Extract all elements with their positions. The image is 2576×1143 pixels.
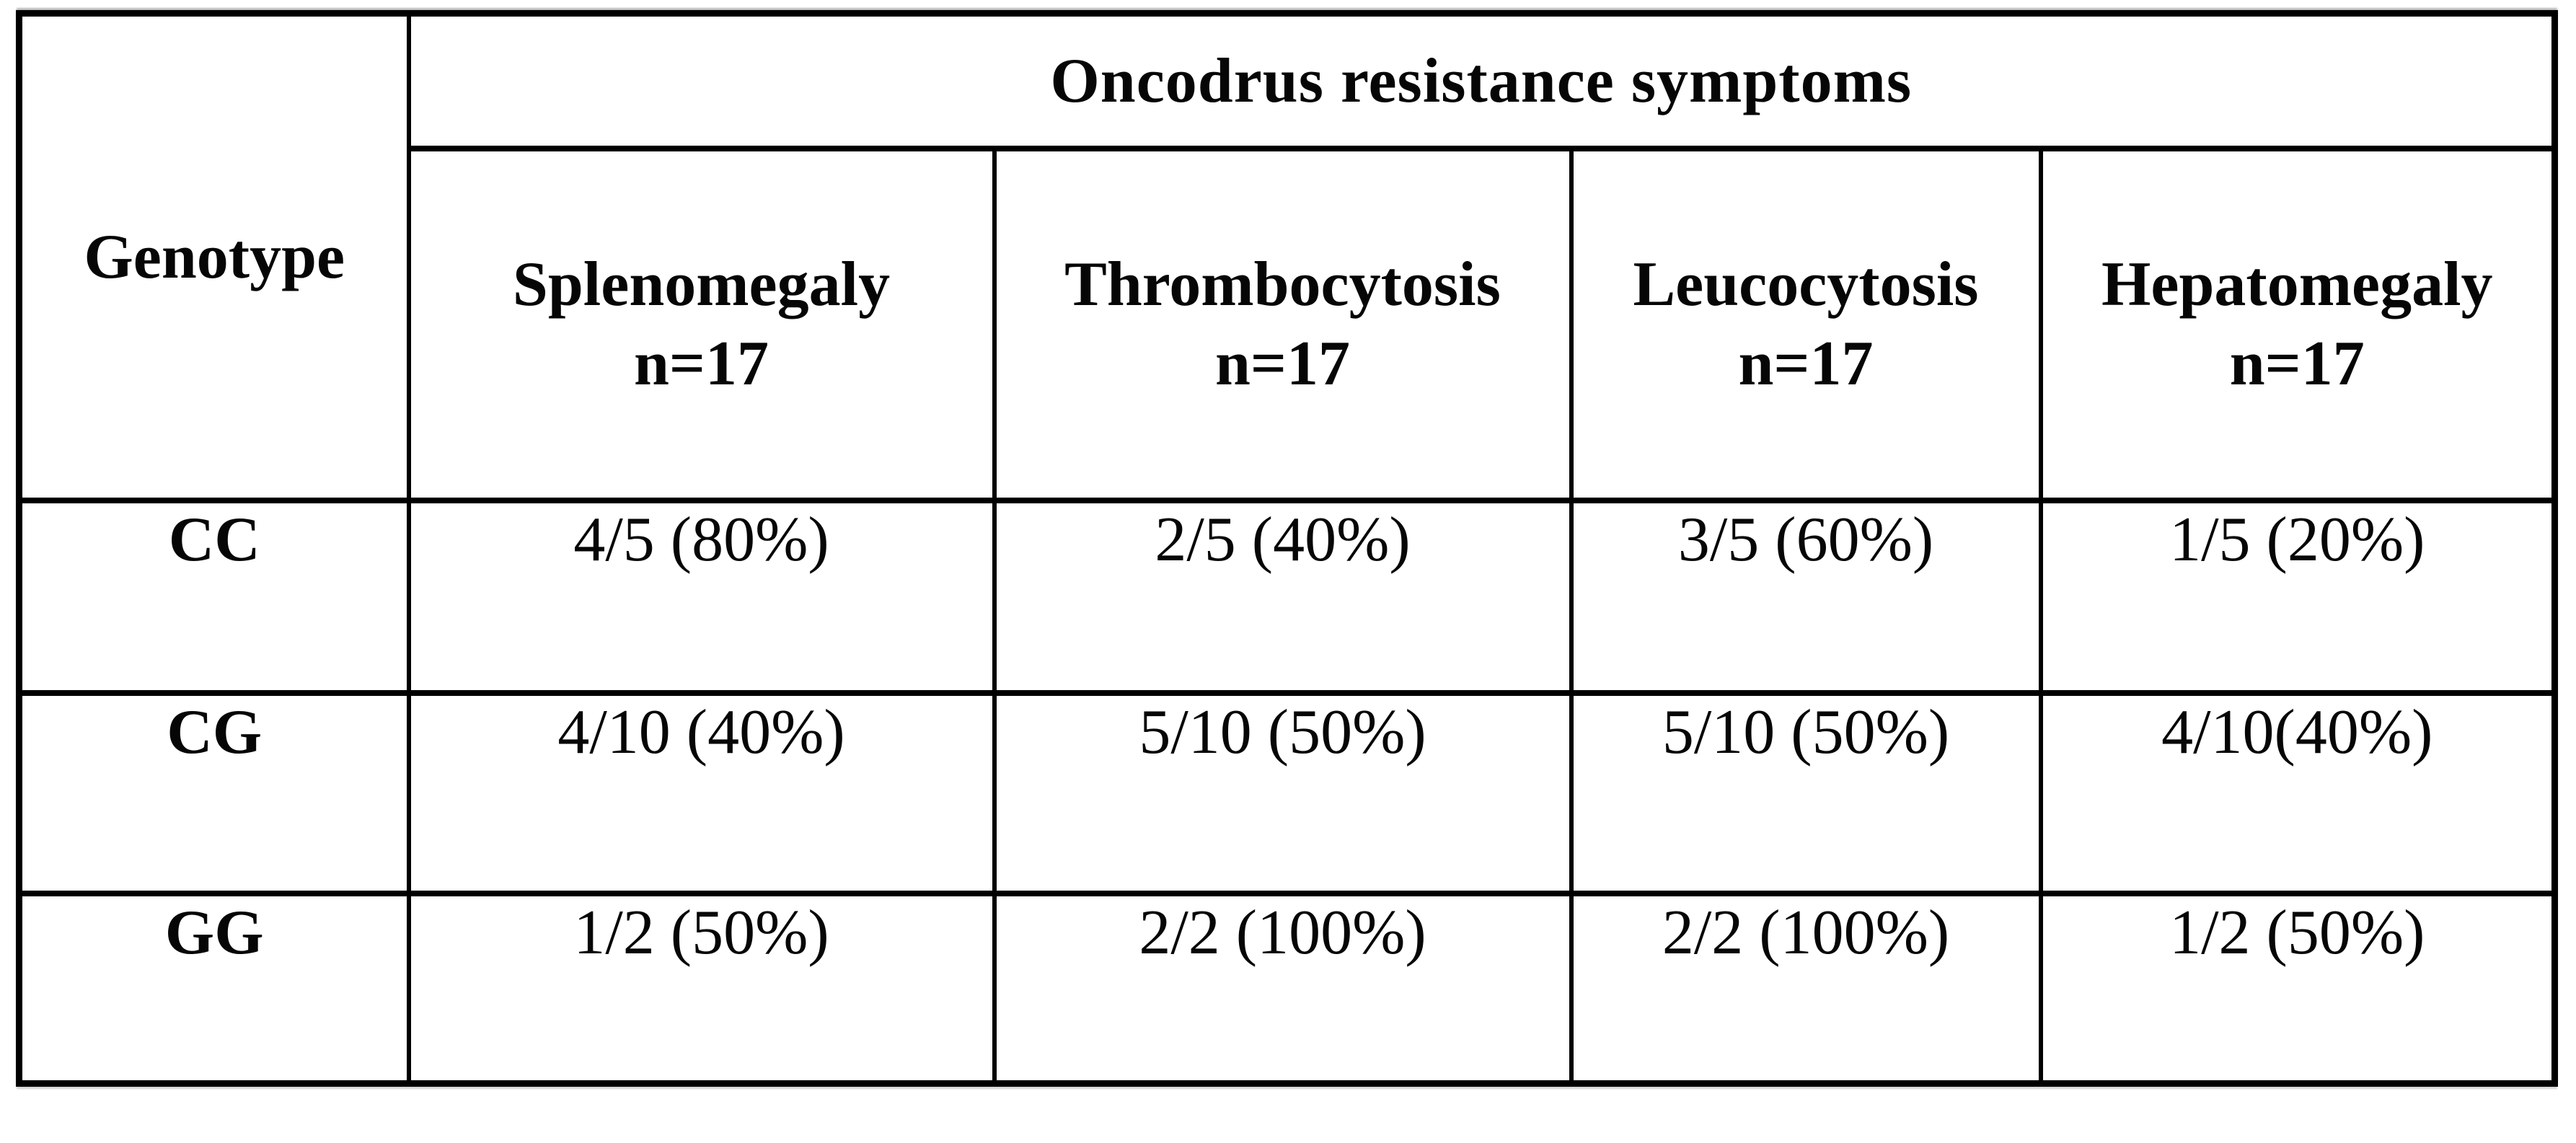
cell-cc-leucocytosis: 3/5 (60%) bbox=[1569, 497, 2043, 696]
cell-gg-hepatomegaly: 1/2 (50%) bbox=[2038, 890, 2557, 1087]
cell-gg-splenomegaly: 1/2 (50%) bbox=[406, 890, 997, 1087]
cell-cg-splenomegaly: 4/10 (40%) bbox=[406, 689, 997, 896]
header-cell-splenomegaly: Splenomegaly n=17 bbox=[406, 145, 997, 503]
cell-gg-thrombocytosis: 2/2 (100%) bbox=[992, 890, 1574, 1087]
column-label: Hepatomegaly bbox=[2101, 249, 2493, 319]
column-n-count: n=17 bbox=[1738, 328, 1874, 399]
genotype-symptoms-table: Genotype Oncodrus resistance symptoms Sp… bbox=[16, 10, 2559, 1087]
column-label: Splenomegaly bbox=[512, 249, 891, 319]
cell-gg-leucocytosis: 2/2 (100%) bbox=[1569, 890, 2043, 1087]
cell-cg-leucocytosis: 5/10 (50%) bbox=[1569, 689, 2043, 896]
row-label-gg: GG bbox=[17, 890, 411, 1087]
column-n-count: n=17 bbox=[1214, 328, 1351, 399]
cell-cg-hepatomegaly: 4/10(40%) bbox=[2038, 689, 2557, 896]
table-row-cg: CG 4/10 (40%) 5/10 (50%) 5/10 (50%) 4/10… bbox=[17, 689, 2557, 896]
corner-header-genotype: Genotype bbox=[17, 10, 411, 503]
column-label: Leucocytosis bbox=[1633, 249, 1979, 319]
cell-cc-thrombocytosis: 2/5 (40%) bbox=[992, 497, 1574, 696]
row-label-cg: CG bbox=[17, 689, 411, 896]
cell-cc-splenomegaly: 4/5 (80%) bbox=[406, 497, 997, 696]
column-header-row: Splenomegaly n=17 Thrombocytosis n=17 Le… bbox=[19, 145, 2557, 503]
cell-cg-thrombocytosis: 5/10 (50%) bbox=[992, 689, 1574, 896]
column-n-count: n=17 bbox=[633, 328, 769, 399]
column-n-count: n=17 bbox=[2229, 328, 2365, 399]
cell-cc-hepatomegaly: 1/5 (20%) bbox=[2038, 497, 2557, 696]
group-header-oncodrus-resistance-symptoms: Oncodrus resistance symptoms bbox=[406, 10, 2557, 151]
group-header-row: Genotype Oncodrus resistance symptoms bbox=[17, 10, 2557, 503]
column-label: Thrombocytosis bbox=[1064, 249, 1501, 319]
header-cell-leucocytosis: Leucocytosis n=17 bbox=[1569, 145, 2043, 503]
header-cell-hepatomegaly: Hepatomegaly n=17 bbox=[2038, 145, 2557, 503]
table-row-gg: GG 1/2 (50%) 2/2 (100%) 2/2 (100%) 1/2 (… bbox=[17, 890, 2557, 1087]
table-row-cc: CC 4/5 (80%) 2/5 (40%) 3/5 (60%) 1/5 (20… bbox=[17, 497, 2557, 696]
row-label-cc: CC bbox=[17, 497, 411, 696]
header-cell-thrombocytosis: Thrombocytosis n=17 bbox=[992, 145, 1574, 503]
